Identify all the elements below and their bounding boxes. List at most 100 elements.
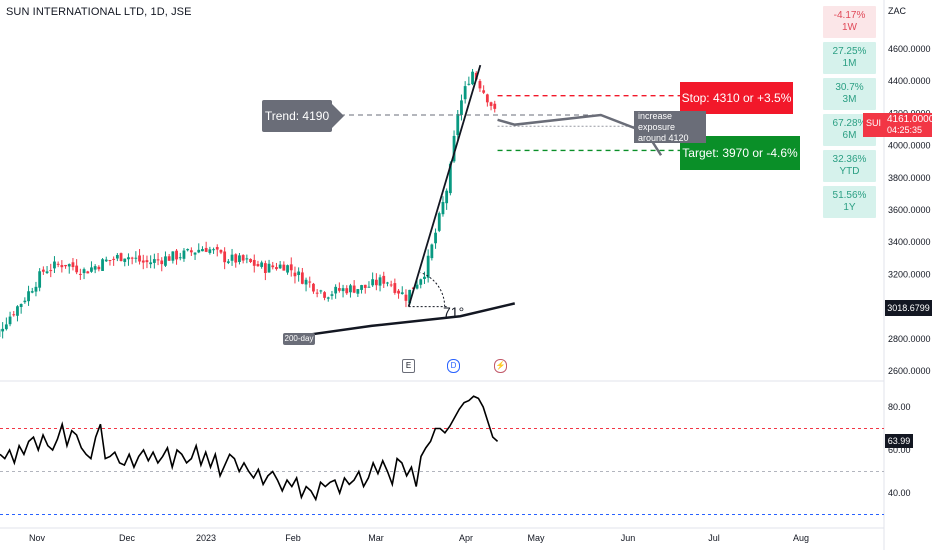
perf-1w[interactable]: -4.17% 1W [823, 6, 876, 38]
candle [419, 279, 423, 285]
candle [352, 285, 356, 293]
candle [312, 283, 315, 292]
candle [448, 163, 452, 194]
candle [275, 267, 278, 270]
candle [56, 263, 60, 265]
candle [12, 314, 16, 316]
candle [201, 249, 204, 252]
candle [204, 247, 208, 252]
candle [171, 251, 175, 261]
perf-ytd[interactable]: 32.36% YTD [823, 150, 876, 182]
candle [382, 275, 386, 284]
last-price-tag: SUI 4161.0000 04:25:35 [863, 113, 932, 137]
time-tick-label: Mar [368, 533, 384, 543]
candle [119, 253, 123, 262]
time-tick-label: Aug [793, 533, 809, 543]
candle [471, 71, 474, 85]
candle [138, 255, 141, 262]
candle [45, 271, 49, 274]
candle [397, 290, 400, 294]
candle [178, 257, 182, 259]
price-tick-label: 4600.0000 [888, 44, 931, 54]
ma-level-tag: 3018.6799 [885, 300, 932, 316]
performance-panel: -4.17% 1W 27.25% 1M 30.7% 3M 67.28% 6M 32.36… [823, 6, 876, 222]
candle [367, 286, 371, 288]
candle [260, 262, 264, 267]
candle [434, 232, 437, 244]
candle [156, 259, 160, 261]
price-tag-symbol: SUI [866, 118, 882, 128]
candle [134, 257, 138, 259]
candle [182, 250, 186, 259]
candle [371, 279, 375, 286]
candle [334, 286, 338, 294]
candle [19, 304, 23, 307]
candle [4, 324, 8, 330]
candle [90, 267, 93, 272]
time-tick-label: Nov [29, 533, 46, 543]
candle [304, 279, 308, 285]
split-event-icon[interactable]: ⚡ [494, 359, 507, 373]
perf-3m[interactable]: 30.7% 3M [823, 78, 876, 110]
candle [223, 251, 227, 263]
perf-1m[interactable]: 27.25% 1M [823, 42, 876, 74]
time-tick-label: Feb [285, 533, 301, 543]
perf-1y[interactable]: 51.56% 1Y [823, 186, 876, 218]
target-annotation[interactable]: Target: 3970 or -4.6% [680, 136, 800, 170]
stop-annotation[interactable]: Stop: 4310 or +3.5% [680, 82, 793, 114]
candle [78, 273, 82, 275]
candle [23, 300, 27, 303]
time-tick-label: 2023 [196, 533, 216, 543]
candle [1, 328, 5, 332]
exposure-note[interactable]: increase exposure around 4120 [634, 111, 706, 143]
currency-label: ZAC [888, 6, 906, 16]
candle [356, 289, 360, 294]
candle [16, 306, 19, 316]
trend-annotation[interactable]: Trend: 4190 [262, 100, 332, 132]
candle [252, 259, 256, 266]
candle [149, 262, 153, 265]
candle [423, 276, 426, 279]
rsi-line [0, 395, 499, 502]
candle [441, 201, 445, 215]
candle [8, 316, 12, 325]
candle [189, 250, 193, 253]
candle [319, 290, 323, 292]
candle [93, 266, 97, 270]
candle [463, 86, 467, 100]
candle [49, 270, 53, 272]
earnings-event-icon[interactable]: E [402, 359, 415, 373]
dividend-event-icon[interactable]: D [447, 359, 460, 373]
symbol-title: SUN INTERNATIONAL LTD, 1D, JSE [6, 6, 192, 18]
candle [467, 83, 471, 85]
candle [315, 292, 319, 294]
candle [38, 271, 42, 288]
candle [75, 265, 79, 273]
candle [323, 292, 326, 298]
candle [245, 258, 249, 260]
candle [112, 258, 116, 260]
candle [430, 244, 434, 259]
candle [286, 265, 289, 273]
candle [363, 284, 367, 288]
candle [71, 262, 75, 268]
candle [208, 249, 212, 253]
time-tick-label: Jun [621, 533, 636, 543]
price-tag-value: 4161.0000 [887, 114, 932, 125]
candle [67, 264, 71, 267]
candle [97, 266, 101, 270]
candle [127, 257, 130, 260]
candle [86, 271, 90, 274]
candle [482, 90, 486, 93]
price-tick-label: 3600.0000 [888, 205, 931, 215]
candle [145, 260, 149, 263]
candle [378, 277, 382, 286]
candle [175, 250, 178, 260]
candle [345, 288, 349, 294]
price-tick-label: 3400.0000 [888, 237, 931, 247]
price-tick-label: 4400.0000 [888, 76, 931, 86]
rsi-value-tag: 63.99 [885, 434, 913, 448]
candle [341, 288, 345, 292]
candle [282, 264, 286, 271]
candle [452, 135, 456, 162]
